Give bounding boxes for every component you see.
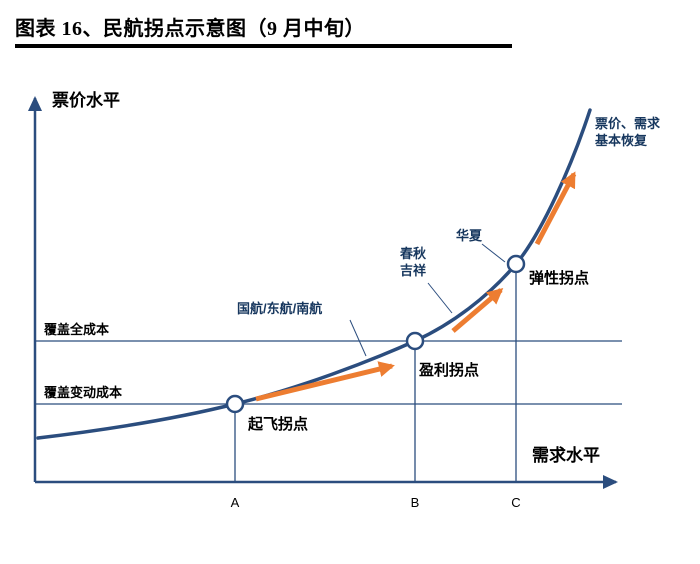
leader-line-huaxia [481, 243, 506, 263]
title-underline [15, 44, 512, 48]
annotation-huaxia: 华夏 [456, 228, 483, 243]
x-axis-label: 需求水平 [532, 445, 600, 465]
point-label-profit: 盈利拐点 [418, 361, 479, 379]
point-marker-c [506, 254, 526, 274]
tick-a: A [231, 495, 240, 510]
point-label-takeoff: 起飞拐点 [247, 415, 308, 433]
y-axis-label: 票价水平 [52, 90, 120, 110]
leader-line-big3 [349, 319, 367, 357]
full-cost-label: 覆盖全成本 [44, 322, 109, 337]
trend-arrow-1 [255, 361, 395, 402]
annotation-big3: 国航/东航/南航 [237, 301, 322, 316]
trend-arrow-3 [534, 171, 577, 246]
variable-cost-label: 覆盖变动成本 [44, 385, 122, 400]
point-marker-b [405, 331, 425, 351]
annotation-recovery-line1: 票价、需求 [595, 116, 661, 131]
annotation-spring-line1: 春秋 [399, 246, 427, 261]
point-marker-a [225, 394, 245, 414]
annotation-spring-line2: 吉祥 [400, 263, 426, 278]
annotation-recovery-line2: 基本恢复 [594, 133, 648, 148]
page-title: 图表 16、民航拐点示意图（9 月中旬） [15, 18, 365, 40]
trend-arrow-2 [451, 288, 504, 333]
leader-line-spring [427, 282, 453, 314]
tick-c: C [511, 495, 520, 510]
point-label-elastic: 弹性拐点 [529, 269, 589, 287]
tick-b: B [411, 495, 420, 510]
